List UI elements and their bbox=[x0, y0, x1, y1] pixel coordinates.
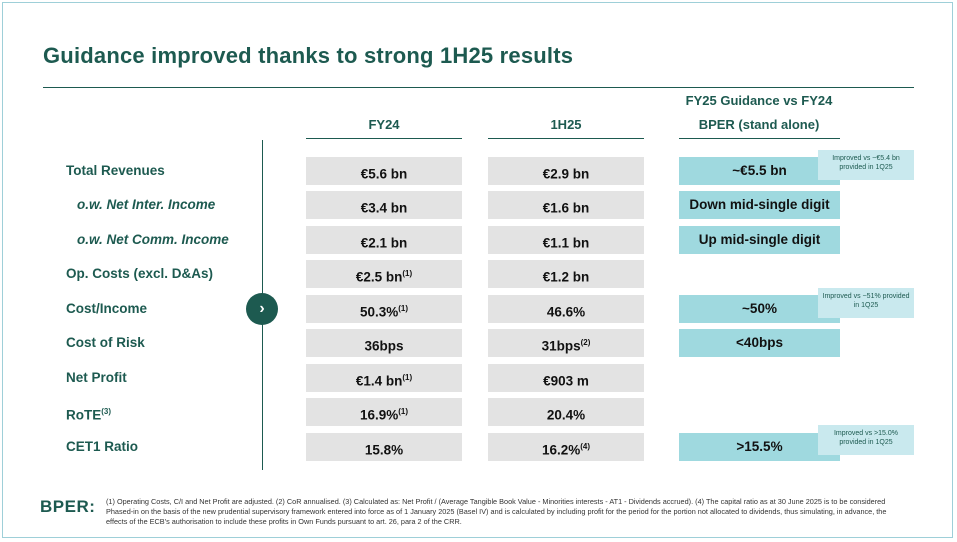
h125-cell: 31bps(2) bbox=[488, 329, 644, 357]
h125-value: 16.2% bbox=[541, 442, 581, 458]
row-label-net-commission-income: o.w. Net Comm. Income bbox=[77, 232, 229, 247]
row-label-rote-text: RoTE bbox=[66, 407, 102, 423]
guidance-cell-net-interest-income: Down mid-single digit bbox=[679, 191, 840, 219]
bper-logo: BPER: bbox=[40, 497, 96, 516]
fy24-value: 16.9% bbox=[359, 407, 399, 423]
row-label-cost-of-risk: Cost of Risk bbox=[66, 335, 145, 350]
callout-note-cost-income: Improved vs ~51% provided in 1Q25 bbox=[818, 288, 914, 318]
h125-value: €1.6 bn bbox=[542, 200, 590, 216]
h125-cell: €2.9 bn bbox=[488, 157, 644, 185]
fy24-footnote-ref: (1) bbox=[402, 373, 413, 382]
row-label-rote: RoTE(3) bbox=[66, 398, 111, 430]
fy24-cell: 15.8% bbox=[306, 433, 462, 461]
column-header-guidance-line2: BPER (stand alone) bbox=[698, 117, 820, 132]
column-header-guidance-rule bbox=[679, 138, 840, 139]
guidance-cell-net-commission-income: Up mid-single digit bbox=[679, 226, 840, 254]
fy24-footnote-ref: (1) bbox=[398, 304, 409, 313]
h125-value: 31bps bbox=[541, 338, 581, 354]
h125-footnote-ref: (4) bbox=[580, 442, 591, 451]
title-divider bbox=[43, 87, 914, 88]
fy24-cell: €2.5 bn(1) bbox=[306, 260, 462, 288]
h125-cell: €903 m bbox=[488, 364, 644, 392]
column-header-1h25-rule bbox=[488, 138, 644, 139]
fy24-value: €2.5 bn bbox=[355, 269, 403, 285]
h125-cell: 16.2%(4) bbox=[488, 433, 644, 461]
guidance-cell-cet1-ratio: >15.5% bbox=[679, 433, 840, 461]
fy24-footnote-ref: (1) bbox=[402, 269, 413, 278]
chevron-right-icon[interactable]: › bbox=[246, 293, 278, 325]
h125-value: 46.6% bbox=[546, 304, 586, 320]
fy24-cell: 50.3%(1) bbox=[306, 295, 462, 323]
h125-cell: €1.2 bn bbox=[488, 260, 644, 288]
fy24-footnote-ref: (1) bbox=[398, 407, 409, 416]
fy24-cell: €5.6 bn bbox=[306, 157, 462, 185]
h125-cell: €1.6 bn bbox=[488, 191, 644, 219]
fy24-cell: €1.4 bn(1) bbox=[306, 364, 462, 392]
row-label-rote-sup: (3) bbox=[101, 407, 112, 416]
fy24-value: €2.1 bn bbox=[360, 235, 408, 251]
fy24-value: €5.6 bn bbox=[360, 166, 408, 182]
h125-cell: 46.6% bbox=[488, 295, 644, 323]
row-label-cost-income: Cost/Income bbox=[66, 301, 148, 316]
guidance-cell-total-revenues: ~€5.5 bn bbox=[679, 157, 840, 185]
row-label-total-revenues: Total Revenues bbox=[66, 163, 165, 178]
row-label-operating-costs: Op. Costs (excl. D&As) bbox=[66, 266, 214, 281]
column-header-1h25: 1H25 bbox=[550, 117, 582, 132]
fy24-cell: 36bps bbox=[306, 329, 462, 357]
fy24-cell: €2.1 bn bbox=[306, 226, 462, 254]
h125-cell: €1.1 bn bbox=[488, 226, 644, 254]
callout-note-revenues: Improved vs ~€5.4 bn provided in 1Q25 bbox=[818, 150, 914, 180]
fy24-value: 15.8% bbox=[364, 442, 404, 458]
page-title: Guidance improved thanks to strong 1H25 … bbox=[43, 43, 574, 68]
column-header-fy24-rule bbox=[306, 138, 462, 139]
h125-footnote-ref: (2) bbox=[580, 338, 591, 347]
h125-value: €2.9 bn bbox=[542, 166, 590, 182]
fy24-value: €3.4 bn bbox=[360, 200, 408, 216]
callout-note-cet1: Improved vs >15.0% provided in 1Q25 bbox=[818, 425, 914, 455]
row-label-net-profit: Net Profit bbox=[66, 370, 127, 385]
fy24-cell: €3.4 bn bbox=[306, 191, 462, 219]
row-label-net-interest-income: o.w. Net Inter. Income bbox=[77, 197, 216, 212]
row-label-cet1-ratio: CET1 Ratio bbox=[66, 439, 139, 454]
h125-value: €1.2 bn bbox=[542, 269, 590, 285]
column-header-fy24: FY24 bbox=[368, 117, 400, 132]
column-header-guidance-line1: FY25 Guidance vs FY24 bbox=[685, 93, 833, 108]
h125-value: €1.1 bn bbox=[542, 235, 590, 251]
footnote-text: (1) Operating Costs, C/I and Net Profit … bbox=[106, 497, 887, 526]
fy24-value: 36bps bbox=[364, 338, 404, 354]
guidance-cell-cost-income: ~50% bbox=[679, 295, 840, 323]
h125-value: 20.4% bbox=[546, 407, 586, 423]
fy24-value: €1.4 bn bbox=[355, 373, 403, 389]
guidance-cell-cost-of-risk: <40bps bbox=[679, 329, 840, 357]
fy24-cell: 16.9%(1) bbox=[306, 398, 462, 426]
fy24-value: 50.3% bbox=[359, 304, 399, 320]
h125-value: €903 m bbox=[543, 373, 589, 389]
h125-cell: 20.4% bbox=[488, 398, 644, 426]
